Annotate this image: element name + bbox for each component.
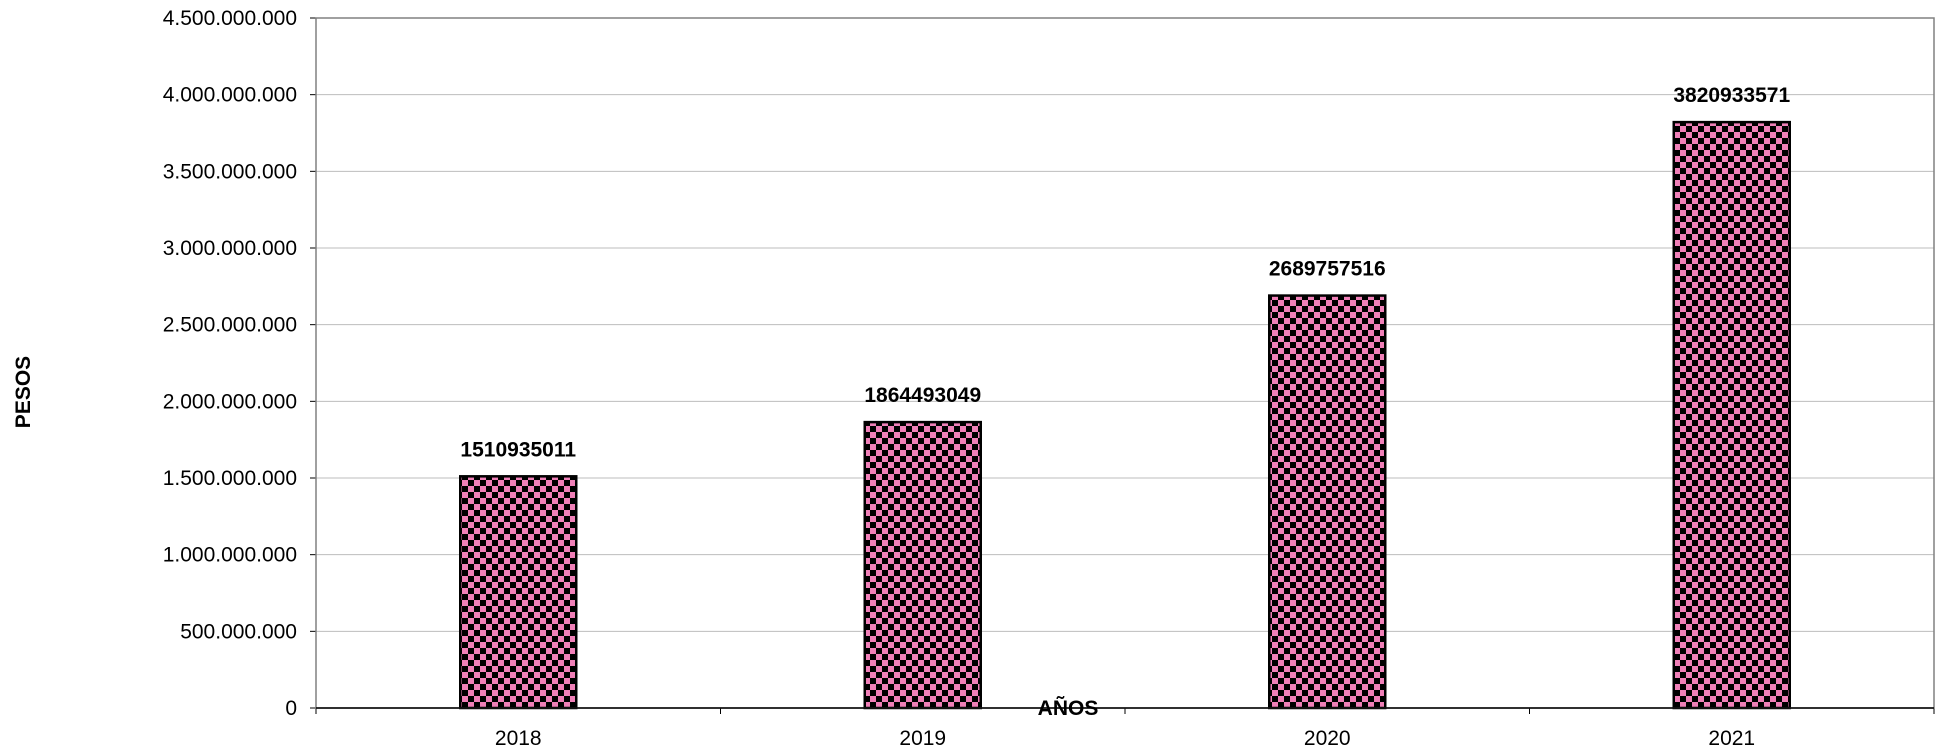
data-label: 1510935011 — [460, 438, 576, 461]
y-axis-ticks: 0 500.000.000 1.000.000.000 1.500.000.000 2.… — [163, 7, 316, 720]
y-tick-label: 3.000.000.000 — [163, 237, 297, 260]
y-tick-label: 3.500.000.000 — [163, 160, 297, 183]
gridlines — [316, 94, 1934, 632]
x-axis-title: AÑOS — [1038, 697, 1099, 720]
y-tick-label: 1.500.000.000 — [163, 467, 297, 490]
x-tick-label: 2021 — [1708, 727, 1755, 748]
y-axis-title: PESOS — [12, 356, 35, 428]
y-tick-label: 2.500.000.000 — [163, 314, 297, 337]
y-tick-label: 4.500.000.000 — [163, 7, 297, 30]
y-tick-label: 4.000.000.000 — [163, 84, 297, 107]
data-label: 3820933571 — [1673, 84, 1790, 107]
data-label: 1864493049 — [864, 384, 981, 407]
y-tick-label: 1.000.000.000 — [163, 544, 297, 567]
y-tick-label: 0 — [285, 697, 297, 720]
data-labels: 1510935011 1864493049 2689757516 3820933571 — [460, 84, 1790, 461]
y-tick-label: 2.000.000.000 — [163, 390, 297, 413]
bar-2018 — [459, 475, 578, 710]
bar-2021 — [1672, 120, 1791, 710]
x-tick-label: 2020 — [1304, 727, 1351, 748]
bars — [459, 120, 1791, 710]
x-tick-label: 2018 — [495, 727, 542, 748]
bar-2020 — [1268, 294, 1387, 710]
x-tick-label: 2019 — [899, 727, 946, 748]
x-axis-ticks: 2018 2019 2020 2021 — [315, 708, 1935, 748]
y-tick-label: 500.000.000 — [180, 620, 297, 643]
bar-2019 — [863, 420, 982, 710]
data-label: 2689757516 — [1269, 258, 1386, 281]
